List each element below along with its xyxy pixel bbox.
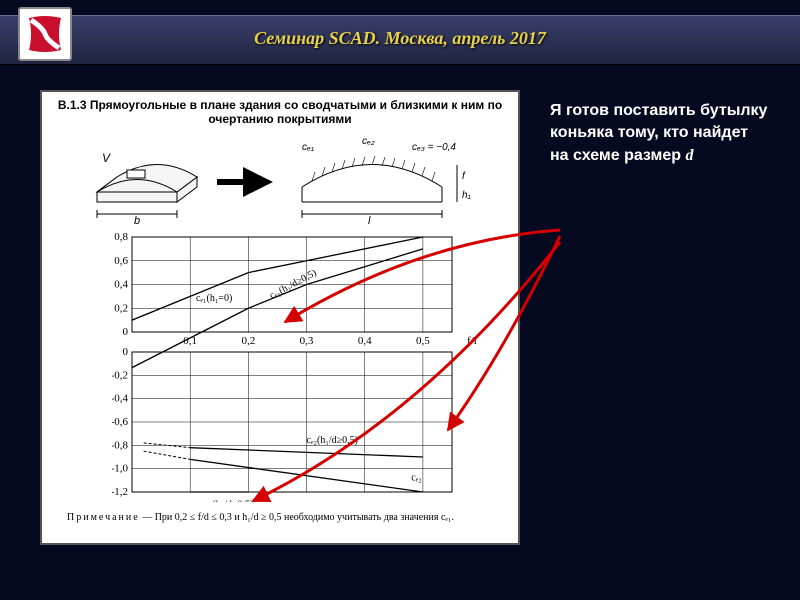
figure-heading: В.1.3 Прямоугольные в плане здания со св… [42, 98, 518, 127]
svg-text:0,2: 0,2 [114, 302, 128, 314]
svg-text:cₑ₂: cₑ₂ [411, 472, 422, 483]
svg-text:0,8: 0,8 [114, 232, 128, 243]
svg-text:-0,8: -0,8 [112, 439, 128, 451]
svg-text:0,4: 0,4 [358, 335, 372, 347]
svg-text:-0,2: -0,2 [112, 369, 128, 381]
svg-text:-0,6: -0,6 [112, 416, 128, 428]
svg-text:-1,2: -1,2 [112, 486, 128, 498]
svg-text:cₑ₁(h₁/d≥0,5): cₑ₁(h₁/d≥0,5) [202, 499, 253, 502]
label-ce1: cₑ₁ [302, 142, 314, 153]
commentary-var: d [685, 147, 693, 164]
svg-text:0,6: 0,6 [114, 255, 128, 267]
label-f: f [462, 171, 466, 182]
svg-text:f/l: f/l [467, 335, 477, 347]
svg-text:0,4: 0,4 [114, 279, 128, 291]
svg-text:0: 0 [123, 346, 129, 358]
note-text: — При 0,2 ≤ f/d ≤ 0,3 и h₁/d ≥ 0,5 необх… [142, 512, 454, 523]
label-l: l [368, 215, 371, 227]
label-V: V [102, 151, 111, 165]
commentary-line: Я готов поставить бутылку коньяка тому, … [550, 102, 767, 164]
svg-text:0: 0 [123, 326, 129, 338]
svg-text:0,5: 0,5 [416, 335, 430, 347]
label-ce2: cₑ₂ [362, 136, 375, 147]
label-b: b [134, 215, 140, 227]
svg-text:-1,0: -1,0 [112, 463, 128, 475]
label-ce3: cₑ₃ = −0,4 [412, 142, 456, 153]
svg-text:0,3: 0,3 [300, 335, 314, 347]
slide-title: Семинар SCAD. Москва, апрель 2017 [0, 28, 800, 49]
figure-note: Примечание — При 0,2 ≤ f/d ≤ 0,3 и h₁/d … [67, 512, 508, 523]
svg-text:cₑ₁(h₁=0): cₑ₁(h₁=0) [196, 293, 232, 304]
note-label: Примечание [67, 512, 140, 523]
building-diagrams: V b [42, 132, 518, 227]
commentary-text: Я готов поставить бутылку коньяка тому, … [550, 100, 770, 167]
svg-text:cₑ₂(h₁/d≥0,5): cₑ₂(h₁/d≥0,5) [307, 435, 358, 446]
figure-panel: В.1.3 Прямоугольные в плане здания со св… [40, 90, 520, 545]
chart: 0,10,20,30,40,50,80,60,40,200-0,2-0,4-0,… [112, 232, 482, 502]
svg-text:0,2: 0,2 [241, 335, 255, 347]
svg-text:-0,4: -0,4 [112, 393, 128, 405]
label-h1: h₁ [462, 190, 471, 201]
